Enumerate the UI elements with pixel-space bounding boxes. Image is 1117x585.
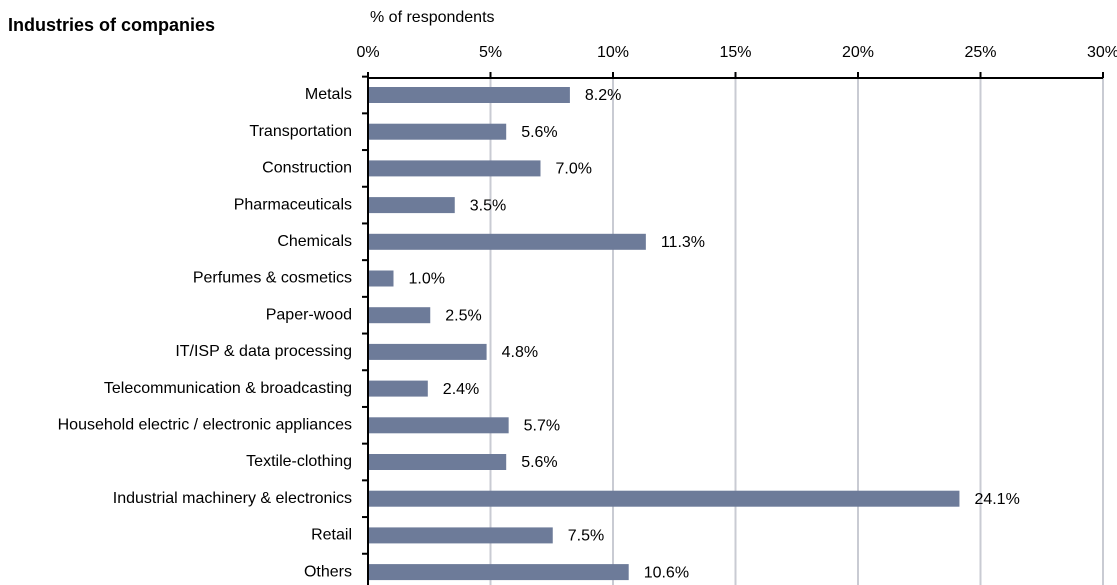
bar — [369, 490, 960, 507]
x-tick-label: 30% — [1087, 44, 1117, 61]
data-label: 1.0% — [409, 271, 445, 288]
bar — [369, 454, 507, 470]
x-tick-label: 20% — [842, 44, 874, 61]
data-label: 24.1% — [974, 491, 1019, 508]
bar — [369, 123, 507, 140]
y-tick-label: Perfumes & cosmetics — [193, 270, 352, 287]
y-tick-label: Household electric / electronic applianc… — [58, 417, 352, 434]
y-tick-label: Industrial machinery & electronics — [113, 490, 352, 507]
bar — [369, 233, 646, 250]
y-tick-label: Textile-clothing — [246, 453, 352, 470]
x-tick-label: 25% — [964, 44, 996, 61]
y-tick-label: Transportation — [249, 123, 352, 140]
y-tick-label: Retail — [311, 527, 352, 544]
y-tick-label: Metals — [305, 86, 352, 103]
bar — [369, 343, 487, 360]
bar — [369, 197, 455, 214]
data-label: 5.6% — [521, 124, 557, 141]
x-tick-label: 0% — [356, 44, 379, 61]
bar — [369, 160, 541, 177]
axis-label: % of respondents — [370, 9, 495, 26]
data-label: 2.4% — [443, 381, 479, 398]
y-tick-label: Paper-wood — [266, 306, 352, 323]
y-tick-label: IT/ISP & data processing — [175, 343, 352, 360]
y-tick-label: Others — [304, 563, 352, 580]
data-label: 7.0% — [556, 161, 592, 178]
data-label: 8.2% — [585, 87, 621, 104]
bar — [369, 307, 431, 324]
y-tick-label: Chemicals — [277, 233, 352, 250]
bar — [369, 270, 394, 287]
data-label: 3.5% — [470, 197, 506, 214]
data-label: 2.5% — [445, 307, 481, 324]
data-label: 7.5% — [568, 528, 604, 545]
y-tick-label: Telecommunication & broadcasting — [104, 380, 352, 397]
bar — [369, 87, 570, 103]
bar — [369, 564, 629, 581]
data-label: 5.7% — [524, 418, 560, 435]
x-tick-label: 5% — [479, 44, 502, 61]
bar — [369, 417, 509, 434]
data-label: 4.8% — [502, 344, 538, 361]
data-label: 10.6% — [644, 564, 689, 581]
data-label: 5.6% — [521, 454, 557, 471]
bar — [369, 380, 428, 397]
y-tick-label: Construction — [262, 160, 352, 177]
chart-title: Industries of companies — [8, 15, 215, 35]
y-tick-label: Pharmaceuticals — [234, 196, 352, 213]
bar — [369, 527, 553, 544]
x-tick-label: 10% — [597, 44, 629, 61]
data-label: 11.3% — [661, 234, 705, 251]
x-tick-label: 15% — [719, 44, 751, 61]
